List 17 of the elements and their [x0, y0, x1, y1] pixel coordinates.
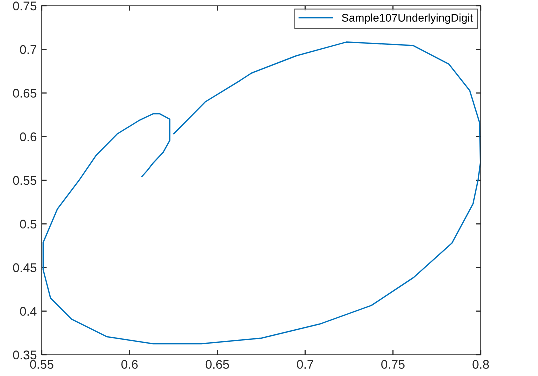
y-tick-label: 0.45 — [13, 264, 37, 272]
y-tick-label: 0.5 — [20, 220, 37, 229]
x-tick-label: 0.75 — [382, 360, 405, 370]
y-tick-label: 0.75 — [13, 2, 37, 11]
y-tick-label: 0.55 — [13, 176, 37, 186]
y-tick-label: 0.4 — [20, 307, 37, 316]
x-tick-label: 0.6 — [122, 360, 138, 370]
x-tick-label: 0.55 — [30, 360, 54, 370]
y-tick-label: 0.7 — [20, 45, 37, 54]
line-series — [42, 42, 481, 345]
y-tick-label: 0.6 — [20, 132, 37, 142]
y-tick-label: 0.35 — [13, 350, 37, 360]
x-tick-label: 0.65 — [206, 360, 230, 370]
x-tick-label: 0.8 — [472, 360, 490, 370]
y-tick-label: 0.65 — [13, 89, 37, 98]
legend-label: Sample107UnderlyingDigit — [342, 14, 474, 24]
x-tick-label: 0.7 — [297, 360, 314, 370]
